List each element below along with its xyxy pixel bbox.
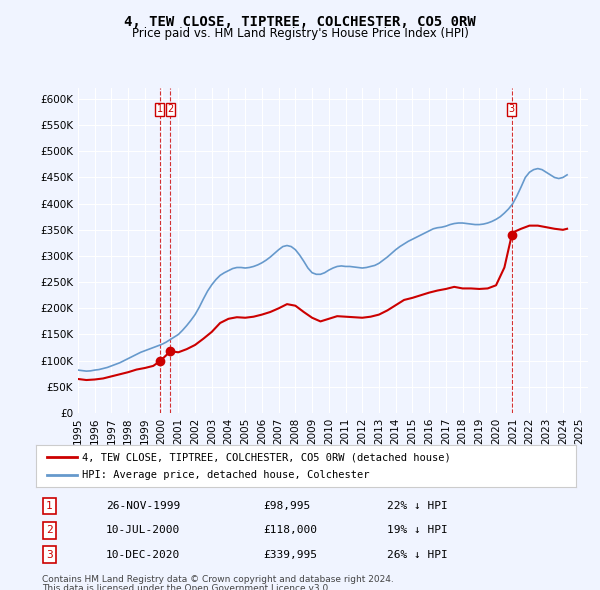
Text: Price paid vs. HM Land Registry's House Price Index (HPI): Price paid vs. HM Land Registry's House … [131, 27, 469, 40]
Text: 4, TEW CLOSE, TIPTREE, COLCHESTER, CO5 0RW: 4, TEW CLOSE, TIPTREE, COLCHESTER, CO5 0… [124, 15, 476, 29]
Text: £98,995: £98,995 [263, 501, 310, 511]
Text: 1: 1 [157, 104, 163, 114]
Text: 2: 2 [46, 525, 53, 535]
Text: 10-DEC-2020: 10-DEC-2020 [106, 550, 181, 559]
Text: HPI: Average price, detached house, Colchester: HPI: Average price, detached house, Colc… [82, 470, 370, 480]
Text: Contains HM Land Registry data © Crown copyright and database right 2024.: Contains HM Land Registry data © Crown c… [42, 575, 394, 584]
Text: 19% ↓ HPI: 19% ↓ HPI [387, 525, 448, 535]
Text: 1: 1 [46, 501, 53, 511]
Text: 22% ↓ HPI: 22% ↓ HPI [387, 501, 448, 511]
Text: 3: 3 [46, 550, 53, 559]
Text: 26% ↓ HPI: 26% ↓ HPI [387, 550, 448, 559]
Text: 3: 3 [509, 104, 515, 114]
Text: 4, TEW CLOSE, TIPTREE, COLCHESTER, CO5 0RW (detached house): 4, TEW CLOSE, TIPTREE, COLCHESTER, CO5 0… [82, 452, 451, 462]
Text: This data is licensed under the Open Government Licence v3.0.: This data is licensed under the Open Gov… [42, 584, 331, 590]
Text: £339,995: £339,995 [263, 550, 317, 559]
Text: 2: 2 [167, 104, 173, 114]
Text: £118,000: £118,000 [263, 525, 317, 535]
Text: 10-JUL-2000: 10-JUL-2000 [106, 525, 181, 535]
Text: 26-NOV-1999: 26-NOV-1999 [106, 501, 181, 511]
